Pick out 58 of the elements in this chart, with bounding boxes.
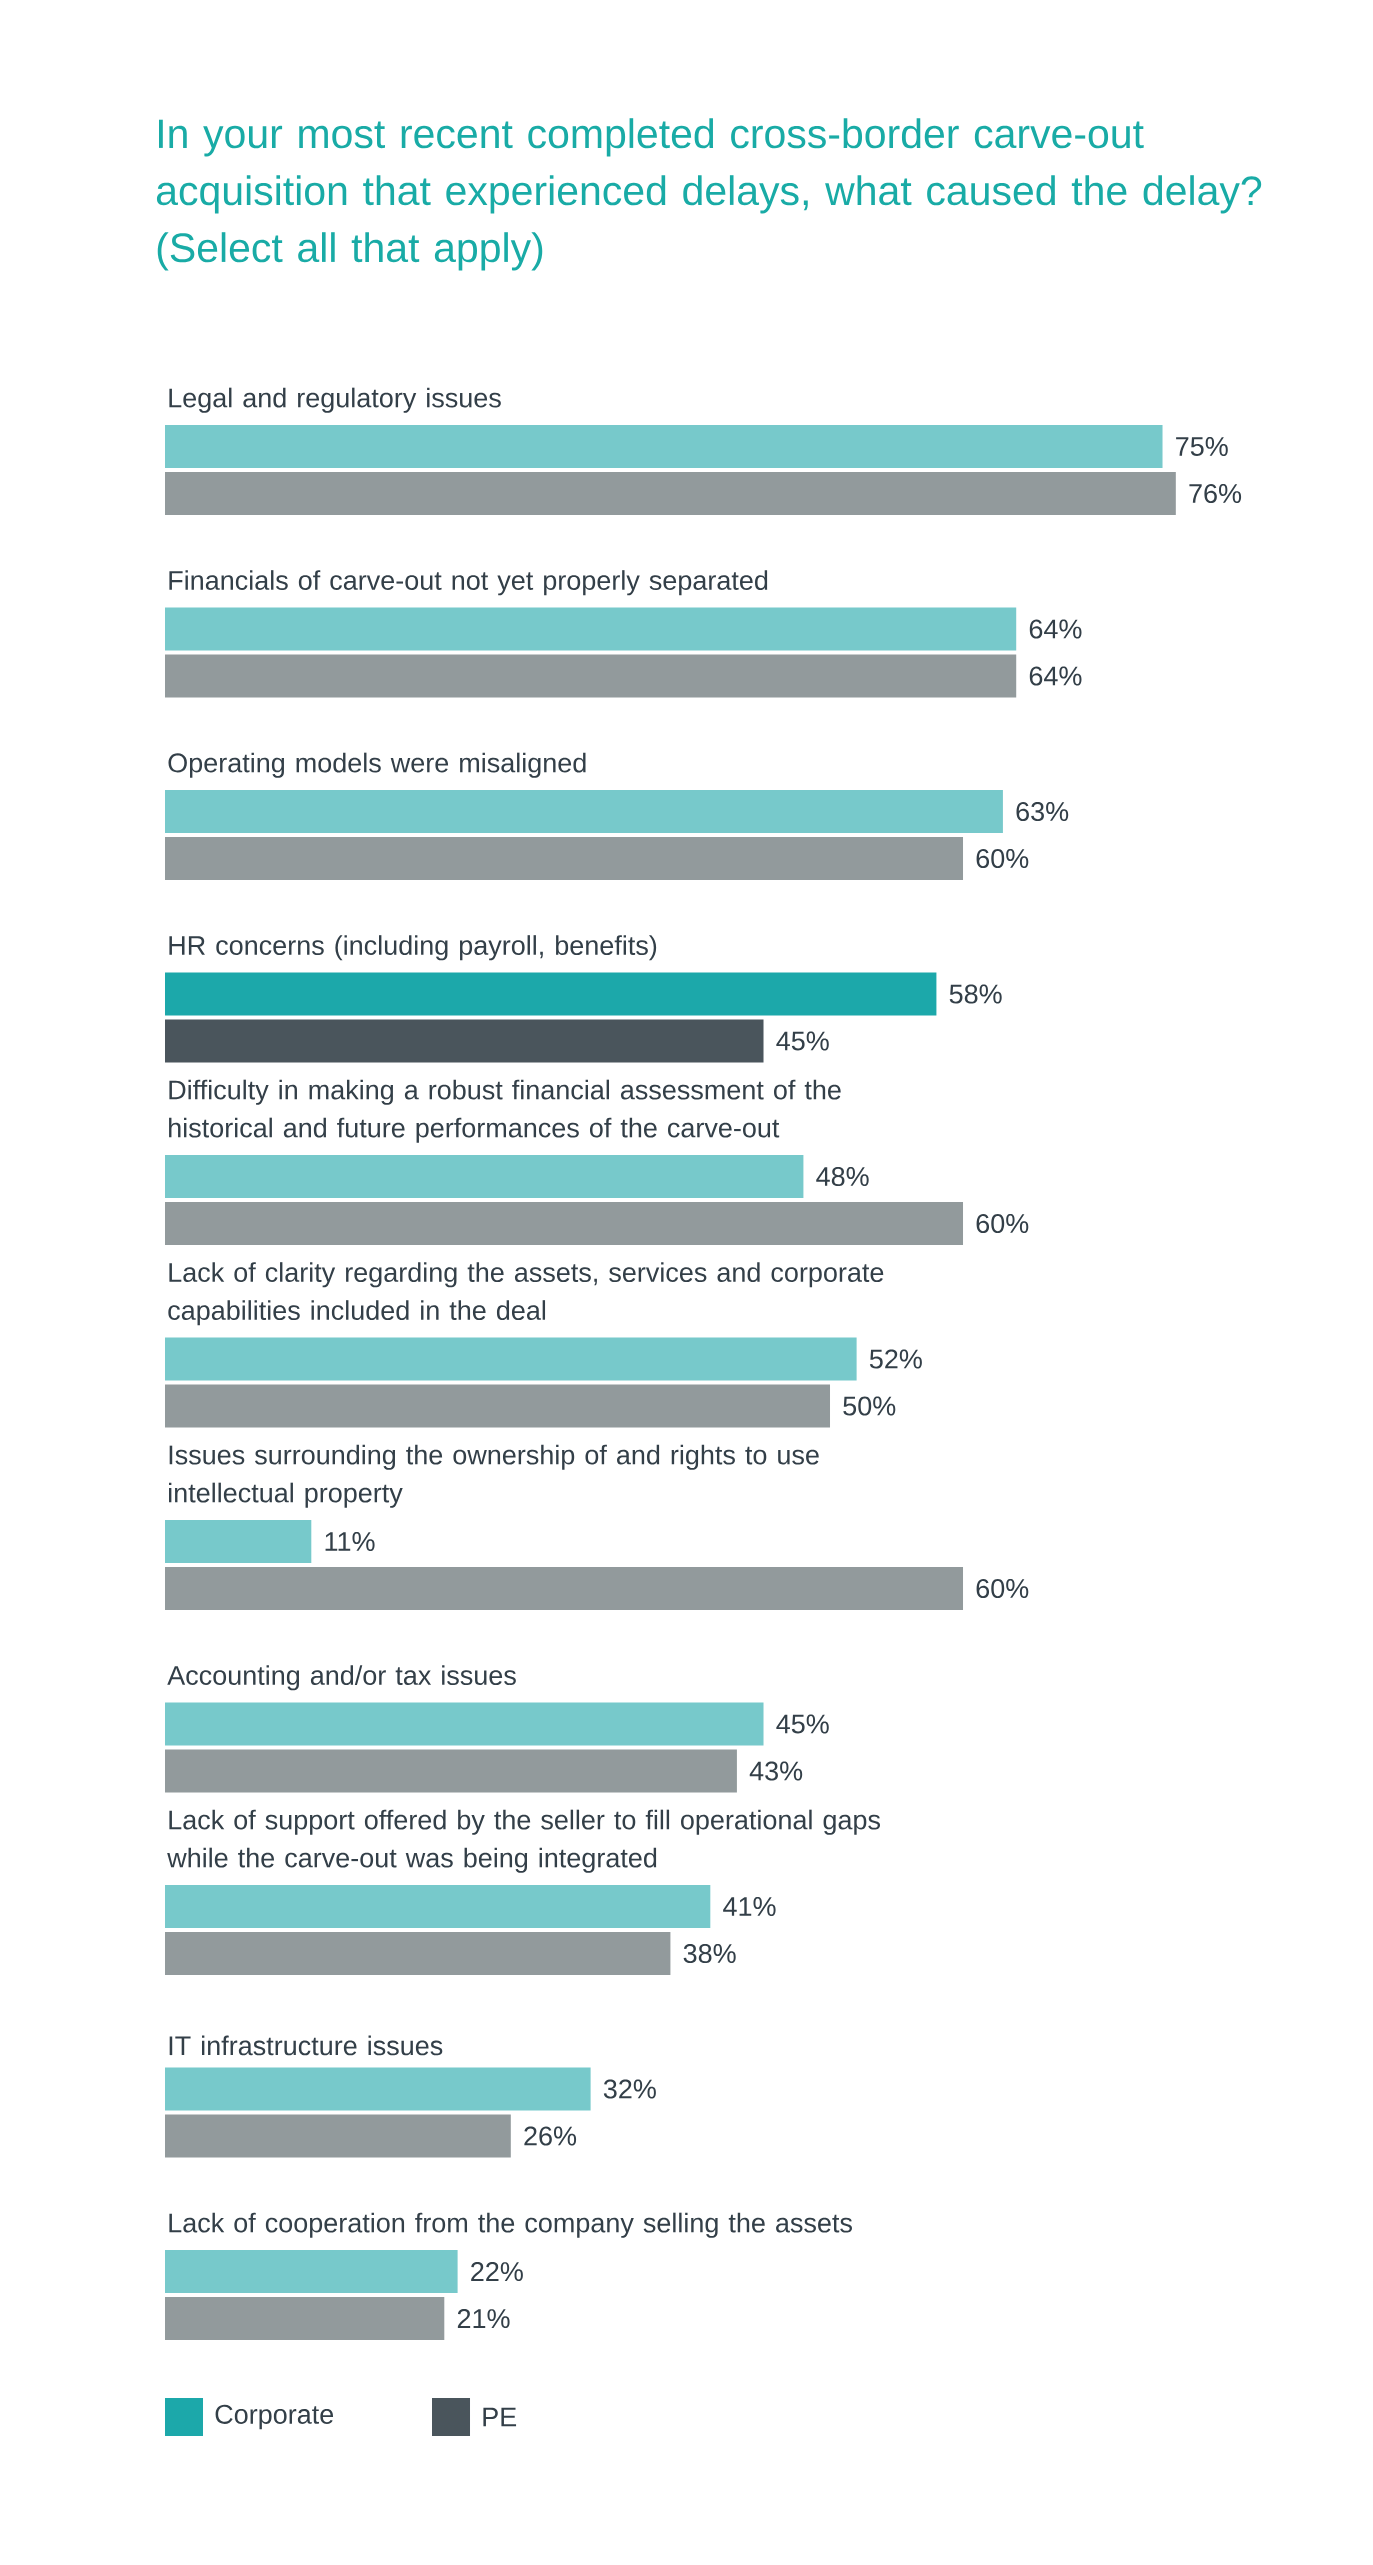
data-label: 64% bbox=[1029, 619, 1082, 639]
y-tick-label: Lack of cooperation from the company selling the assets bbox=[169, 2212, 852, 2238]
data-label: 76% bbox=[1189, 483, 1242, 504]
data-label: 50% bbox=[843, 1396, 896, 1416]
bar bbox=[165, 654, 1017, 698]
data-label: 38% bbox=[683, 1943, 736, 1964]
data-label: 75% bbox=[1176, 437, 1228, 457]
chart-title: In your most recent completed cross-border carve-out acquisition that experienced delays, what caused the delay? (Select all that apply) bbox=[156, 118, 1262, 271]
bar bbox=[165, 1202, 964, 1246]
bar bbox=[165, 2114, 511, 2158]
y-tick-label: Lack of support offered by the seller to fill operational gaps while the carve-out was being integrated bbox=[167, 1809, 880, 1873]
y-tick-label: Accounting and/or tax issues bbox=[167, 1665, 516, 1691]
data-label: 45% bbox=[776, 1031, 829, 1051]
data-label: 52% bbox=[869, 1349, 922, 1369]
bar bbox=[165, 2250, 458, 2294]
data-label: 32% bbox=[603, 2079, 656, 2099]
y-tick-label: Lack of clarity regarding the assets, services and corporate capabilities included in the deal bbox=[168, 1262, 884, 1326]
bar bbox=[165, 425, 1163, 469]
legend-label: Corporate bbox=[215, 2404, 334, 2430]
bar bbox=[165, 972, 937, 1016]
bar bbox=[165, 790, 1003, 834]
y-tick-label: IT infrastructure issues bbox=[169, 2035, 443, 2056]
data-label: 48% bbox=[816, 1166, 869, 1187]
y-tick-label: Issues surrounding the ownership of and rights to use intellectual property bbox=[169, 1444, 819, 1508]
bar bbox=[165, 1567, 964, 1611]
data-label: 41% bbox=[723, 1897, 776, 1916]
data-label: 26% bbox=[524, 2126, 577, 2146]
data-label: 64% bbox=[1029, 666, 1082, 686]
data-label: 11% bbox=[325, 1532, 375, 1551]
bar bbox=[165, 1384, 831, 1428]
y-tick-label: Operating models were misaligned bbox=[168, 752, 586, 778]
data-label: 43% bbox=[749, 1761, 803, 1781]
data-label: 60% bbox=[976, 1578, 1029, 1599]
bar bbox=[165, 472, 1176, 516]
data-label: 22% bbox=[471, 2262, 523, 2282]
data-label: 63% bbox=[1016, 801, 1069, 822]
bar bbox=[165, 607, 1017, 651]
bar bbox=[165, 1520, 312, 1564]
bar bbox=[165, 837, 964, 881]
y-tick-label: Difficulty in making a robust financial assessment of the historical and future performances of the carve-out bbox=[169, 1079, 841, 1143]
bar bbox=[165, 1155, 804, 1199]
legend-label: PE bbox=[483, 2407, 517, 2427]
bar bbox=[165, 1019, 764, 1063]
y-tick-label: Financials of carve-out not yet properly separated bbox=[169, 570, 768, 596]
data-label: 60% bbox=[976, 848, 1029, 869]
bar bbox=[165, 1749, 737, 1793]
data-label: 45% bbox=[776, 1714, 829, 1734]
bar bbox=[165, 1932, 671, 1976]
bar bbox=[165, 1702, 764, 1746]
bar bbox=[165, 2297, 445, 2341]
data-label: 58% bbox=[949, 984, 1002, 1004]
y-tick-label: Legal and regulatory issues bbox=[169, 387, 501, 413]
bar bbox=[165, 1885, 711, 1929]
data-label: 21% bbox=[457, 2309, 510, 2329]
y-tick-label: HR concerns (including payroll, benefits) bbox=[169, 935, 657, 961]
bar bbox=[165, 2067, 591, 2111]
data-label: 60% bbox=[976, 1213, 1029, 1234]
bar bbox=[165, 1337, 857, 1381]
